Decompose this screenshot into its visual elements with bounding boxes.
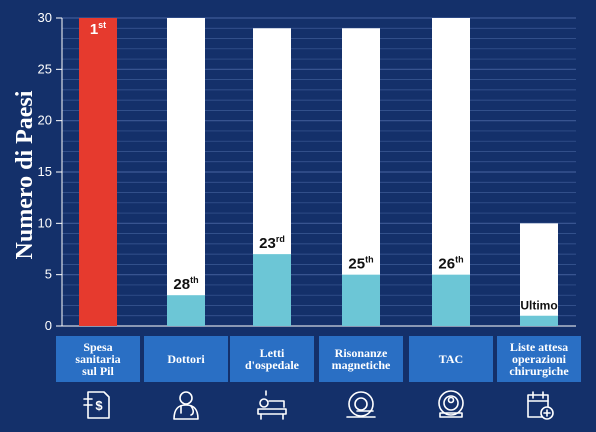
category-label: magnetiche bbox=[332, 358, 391, 372]
rank-label: 1st bbox=[90, 20, 106, 38]
hospital-bed-icon bbox=[257, 390, 287, 420]
doctor-icon bbox=[173, 391, 199, 420]
y-axis: 0 5 10 15 20 25 30 bbox=[38, 10, 576, 333]
bar-total bbox=[520, 223, 558, 326]
grid-lines bbox=[62, 17, 576, 317]
ct-scanner-icon bbox=[438, 390, 464, 418]
bar-rank bbox=[432, 274, 470, 326]
category-box bbox=[56, 336, 140, 382]
money-document-icon: $ bbox=[83, 391, 110, 419]
category-label: operazioni bbox=[512, 352, 567, 366]
category-label: Risonanze bbox=[335, 346, 388, 360]
rank-label: 26th bbox=[438, 255, 463, 273]
bar-rank bbox=[253, 254, 291, 326]
calendar-plus-icon bbox=[527, 391, 554, 420]
mri-scanner-icon bbox=[346, 391, 376, 418]
category-label: Spesa bbox=[83, 340, 112, 354]
y-tick-label: 5 bbox=[45, 267, 52, 282]
y-axis-label: Numero di Paesi bbox=[12, 90, 38, 259]
y-tick-label: 0 bbox=[45, 318, 52, 333]
category-label: sanitaria bbox=[75, 352, 120, 366]
category-box bbox=[409, 336, 493, 382]
y-tick-label: 30 bbox=[38, 10, 52, 25]
category-label: d'ospedale bbox=[245, 358, 300, 372]
category-label: Letti bbox=[260, 346, 285, 360]
category-label: sul Pil bbox=[82, 364, 114, 378]
rank-label: Ultimo bbox=[520, 299, 557, 313]
rank-label: 28th bbox=[173, 275, 198, 293]
bar-rank bbox=[520, 315, 558, 326]
y-tick-label: 15 bbox=[38, 164, 52, 179]
category-box bbox=[319, 336, 403, 382]
y-tick-label: 20 bbox=[38, 113, 52, 128]
category-box bbox=[497, 336, 581, 382]
category-label: Liste attesa bbox=[510, 340, 568, 354]
bar-total bbox=[167, 18, 205, 326]
svg-text:$: $ bbox=[95, 398, 103, 413]
category-icons: $ bbox=[83, 390, 554, 420]
rank-label: 25th bbox=[348, 255, 373, 273]
y-tick-label: 25 bbox=[38, 61, 52, 76]
y-tick-label: 10 bbox=[38, 215, 52, 230]
category-box bbox=[144, 336, 228, 382]
category-label: chirurgiche bbox=[509, 364, 569, 378]
bar-rank bbox=[167, 295, 205, 326]
rank-label: 23rd bbox=[259, 234, 285, 252]
rank-labels: 1st 28th 23rd 25th 26th Ultimo bbox=[90, 20, 558, 313]
category-box bbox=[230, 336, 314, 382]
bar-first bbox=[79, 18, 117, 326]
bar-rank bbox=[342, 274, 380, 326]
category-label: TAC bbox=[439, 352, 463, 366]
bars bbox=[79, 18, 558, 327]
category-label: Dottori bbox=[167, 352, 205, 366]
